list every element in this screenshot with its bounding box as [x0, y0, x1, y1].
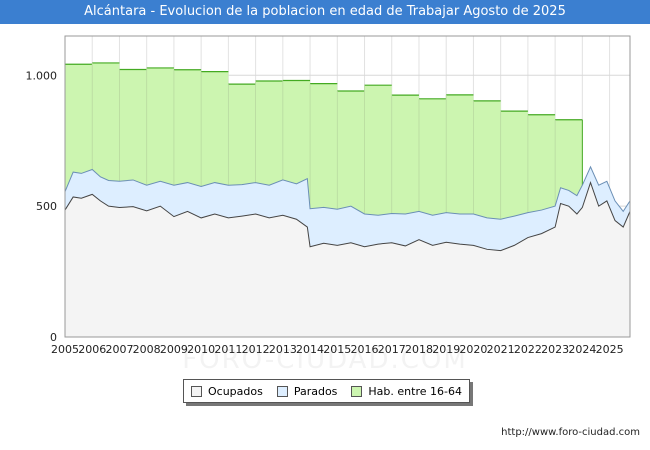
x-tick-label: 2021	[487, 343, 515, 356]
legend-label-habitantes: Hab. entre 16-64	[368, 384, 462, 398]
x-tick-label: 2015	[323, 343, 351, 356]
x-tick-label: 2014	[296, 343, 324, 356]
legend-swatch-habitantes	[351, 385, 363, 397]
x-tick-label: 2013	[269, 343, 297, 356]
y-tick-label: 1.000	[26, 69, 58, 82]
x-tick-label: 2016	[351, 343, 379, 356]
x-tick-label: 2023	[541, 343, 569, 356]
x-tick-label: 2018	[405, 343, 433, 356]
x-tick-label: 2022	[514, 343, 542, 356]
legend-item-habitantes: Hab. entre 16-64	[351, 385, 462, 398]
x-tick-label: 2019	[432, 343, 460, 356]
plot-border	[64, 35, 631, 338]
x-tick-label: 2017	[378, 343, 406, 356]
x-tick-label: 2007	[105, 343, 133, 356]
legend-item-ocupados: Ocupados	[190, 384, 263, 398]
y-tick-label: 0	[50, 331, 57, 344]
watermark: FORO-CIUDAD.COM	[182, 345, 468, 375]
x-tick-label: 2010	[187, 343, 215, 356]
x-tick-label: 2025	[596, 343, 624, 356]
x-tick-label: 2005	[51, 343, 79, 356]
legend-label-parados: Parados	[293, 384, 338, 398]
x-tick-label: 2024	[568, 343, 596, 356]
line-ocupados	[64, 181, 631, 252]
legend-swatch-parados	[276, 385, 288, 397]
x-tick-label: 2006	[78, 343, 106, 356]
chart-title: Alcántara - Evolucion de la poblacion en…	[0, 0, 650, 24]
legend-swatch-ocupados	[190, 385, 202, 397]
x-tick-label: 2008	[133, 343, 161, 356]
area-ocupados	[65, 182, 630, 337]
x-tick-label: 2020	[459, 343, 487, 356]
line-parados	[64, 165, 631, 220]
x-tick-label: 2009	[160, 343, 188, 356]
legend-label-ocupados: Ocupados	[207, 384, 263, 398]
x-tick-label: 2012	[242, 343, 270, 356]
x-tick-label: 2011	[214, 343, 242, 356]
y-tick-label: 500	[36, 200, 57, 213]
source-url: http://www.foro-ciudad.com	[501, 427, 640, 438]
legend: Ocupados Parados Hab. entre 16-64	[183, 379, 470, 403]
legend-item-parados: Parados	[276, 384, 338, 398]
